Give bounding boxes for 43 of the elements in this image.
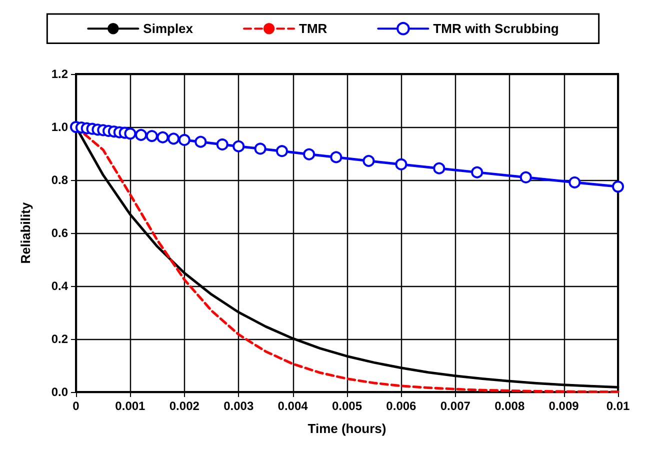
legend-label: TMR [299,21,328,36]
x-tick-label: 0.009 [548,399,580,413]
y-tick-label: 0.2 [51,332,68,346]
point [395,158,408,170]
x-tick-label: 0.008 [494,399,525,413]
x-tick-label: 0.002 [169,399,200,413]
point [612,180,624,193]
point [568,176,581,188]
x-tick-label: 0.01 [606,399,630,413]
x-tick-label: 0.005 [332,399,362,413]
point [232,140,245,152]
y-tick-label: 0.0 [51,385,68,399]
point [433,162,446,174]
point [156,131,169,144]
point [303,148,316,160]
x-tick-label: 0.001 [115,399,146,413]
point [471,166,484,178]
point [178,134,190,146]
x-tick-label: 0.003 [224,399,254,413]
point [254,142,266,155]
y-axis-title: Reliability [18,202,33,264]
point [168,132,180,145]
y-tick-label: 0.6 [51,226,68,240]
legend-label: TMR with Scrubbing [433,21,559,36]
x-tick-label: 0.007 [440,399,471,413]
point [146,130,158,142]
x-tick-label: 0.006 [386,399,417,413]
point [194,136,207,148]
point [135,128,148,141]
point [362,154,375,167]
y-tick-label: 1.0 [51,120,68,134]
point [520,171,532,184]
y-tick-label: 1.2 [51,67,68,81]
point [124,128,136,140]
x-axis-title: Time (hours) [308,421,386,436]
y-tick-label: 0.8 [51,173,68,187]
point [216,138,228,150]
point [276,145,288,158]
y-tick-label: 0.4 [51,279,68,293]
x-tick-label: 0.004 [278,399,308,413]
x-tick-label: 0 [72,399,80,413]
legend-label: Simplex [143,21,194,36]
point [330,151,342,164]
